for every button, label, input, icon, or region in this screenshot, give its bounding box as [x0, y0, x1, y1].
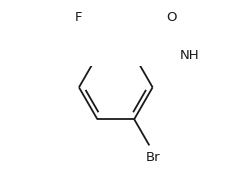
Text: Br: Br — [145, 151, 160, 164]
Text: O: O — [166, 11, 176, 24]
Text: F: F — [75, 11, 83, 24]
Text: NH: NH — [180, 49, 199, 62]
